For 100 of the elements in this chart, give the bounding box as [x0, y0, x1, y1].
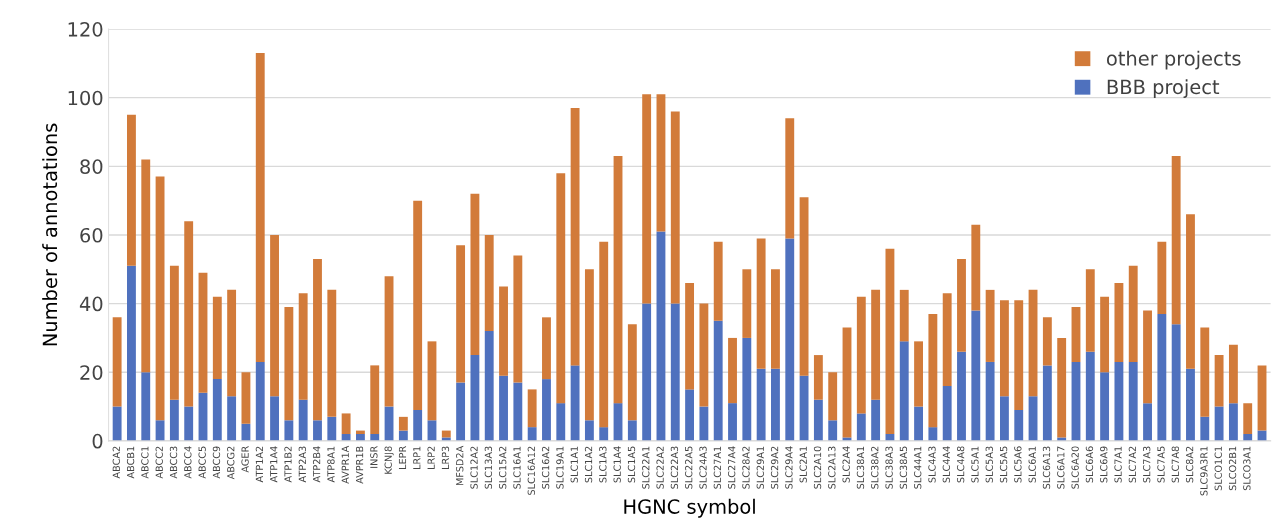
bar — [284, 420, 294, 441]
bar — [212, 296, 222, 380]
bar — [871, 399, 881, 441]
x-tick-label: LRP3 — [441, 446, 450, 470]
x-tick-label: SLC29A4 — [785, 446, 793, 489]
bar — [169, 399, 179, 441]
x-tick-label: SLC1A5 — [627, 446, 636, 483]
bar — [456, 245, 466, 383]
x-tick-label: AGER — [241, 446, 249, 473]
bar — [1200, 327, 1210, 417]
bar — [1042, 317, 1052, 366]
bar — [398, 416, 408, 431]
x-tick-label: SLC5A1 — [971, 446, 979, 483]
y-tick-label: 100 — [68, 90, 103, 106]
bar — [670, 303, 680, 441]
y-tick-label: 60 — [80, 227, 103, 243]
bar — [1128, 361, 1138, 441]
bar — [241, 372, 251, 424]
x-tick-label: SLC7A3 — [1143, 446, 1151, 483]
x-tick-label: SLC28A2 — [742, 446, 750, 489]
bar — [1157, 313, 1167, 441]
bar — [355, 430, 365, 435]
bar — [799, 375, 809, 441]
bar — [112, 406, 122, 441]
bar — [270, 396, 279, 441]
bar — [499, 286, 508, 376]
x-tick-label: SLC1A3 — [599, 446, 607, 483]
bar — [613, 156, 623, 404]
bar — [556, 403, 566, 441]
bar — [942, 385, 952, 441]
x-tick-label: ABCC1 — [141, 446, 149, 479]
bar — [1186, 368, 1195, 441]
x-tick-label: ABCB1 — [126, 446, 135, 479]
x-tick-label: ABCC5 — [198, 446, 206, 479]
bar — [685, 389, 695, 441]
x-tick-label: SLC8A2 — [1185, 446, 1194, 483]
x-tick-label: MFSD2A — [456, 445, 464, 486]
x-tick-label: ABCA2 — [112, 446, 120, 479]
x-tick-label: SLC4A3 — [928, 446, 936, 483]
bar — [227, 289, 237, 397]
x-tick-label: SLCO1C1 — [1214, 446, 1222, 491]
x-tick-label: SLC24A3 — [699, 446, 707, 489]
x-tick-label: ATP1A2 — [255, 446, 263, 483]
bar — [899, 341, 909, 441]
bar — [856, 413, 866, 441]
bar — [1014, 409, 1024, 441]
bar — [828, 372, 838, 421]
bar — [341, 413, 351, 435]
bar — [971, 310, 981, 441]
bar — [771, 269, 780, 369]
bar — [1057, 437, 1067, 441]
bar — [914, 406, 923, 441]
x-tick-label: SLC6A1 — [1028, 446, 1036, 483]
bar — [1028, 289, 1038, 397]
bar — [542, 379, 551, 441]
bar — [284, 307, 294, 421]
bar — [1171, 324, 1181, 441]
bar — [584, 269, 594, 421]
bar — [1228, 403, 1238, 441]
bar — [728, 337, 737, 404]
x-tick-label: AVPR1B — [356, 446, 364, 484]
bar — [1100, 296, 1110, 373]
bar — [627, 420, 637, 441]
x-tick-label: SLC19A1 — [556, 446, 564, 489]
x-tick-label: LRP1 — [413, 446, 421, 470]
y-axis-title: Number of annotations — [42, 123, 58, 346]
bar — [685, 283, 695, 390]
x-tick-label: SLC2A4 — [842, 446, 850, 483]
bar — [327, 289, 337, 417]
x-tick-label: SLC27A1 — [713, 446, 722, 489]
bar — [570, 107, 580, 366]
x-tick-label: SLC6A17 — [1057, 446, 1065, 489]
bar — [813, 355, 823, 400]
x-tick-label: SLC38A3 — [885, 446, 893, 489]
bar — [255, 361, 265, 441]
bar — [1085, 351, 1095, 441]
x-tick-label: SLC6A20 — [1071, 446, 1079, 489]
x-tick-label: SLC22A5 — [685, 446, 693, 489]
bar — [1014, 300, 1024, 410]
x-tick-label: SLC22A2 — [656, 446, 664, 489]
bar — [313, 420, 322, 441]
y-tick-label: 40 — [79, 296, 103, 312]
bar — [785, 118, 795, 239]
bar — [771, 368, 780, 441]
bar — [713, 241, 723, 321]
bar — [542, 317, 551, 380]
bar — [899, 289, 909, 342]
bar — [1171, 156, 1181, 325]
bar — [470, 193, 480, 356]
bar — [957, 351, 966, 441]
bar — [584, 420, 594, 441]
bar — [985, 361, 995, 441]
legend-label: other projects — [1106, 50, 1241, 70]
bar — [999, 396, 1009, 441]
bar — [957, 258, 966, 352]
x-tick-label: SLC22A1 — [642, 446, 650, 489]
bar — [241, 423, 251, 441]
bar — [298, 293, 308, 400]
x-tick-label: SLC15A2 — [499, 446, 507, 489]
bar — [942, 293, 952, 386]
